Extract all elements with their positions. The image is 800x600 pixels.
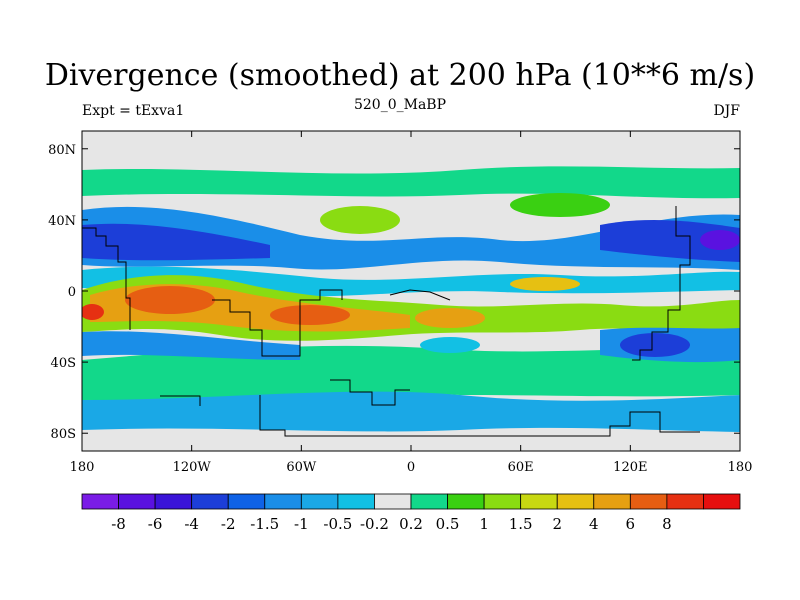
colorbar-box (666, 493, 704, 510)
colorbar-box (593, 493, 631, 510)
colorbar-label: 0.5 (436, 515, 460, 533)
continent-outlines (82, 206, 700, 437)
colorbar-label: 1 (479, 515, 489, 533)
x-tick-label: 60W (286, 460, 317, 475)
colorbar-label: -1.5 (250, 515, 279, 533)
y-tick-label: 80N (48, 143, 76, 158)
colorbar-label: 6 (626, 515, 636, 533)
colorbar-label: 8 (662, 515, 672, 533)
colorbar-box (154, 493, 193, 510)
colorbar-label: -0.2 (360, 515, 389, 533)
colorbar-box (374, 493, 412, 510)
colorbar-label: -0.5 (323, 515, 352, 533)
colorbar-box (703, 493, 741, 510)
x-tick-label: 120W (173, 460, 212, 475)
colorbar-box (447, 493, 485, 510)
x-tick-label: 0 (407, 460, 415, 475)
colorbar: -8 -6 -4 -2 -1.5 -1 -0.5 -0.2 0.2 0.5 1 1.5 2 4 6 8 (81, 493, 741, 533)
divergence-field (82, 131, 740, 451)
axis-ticks (81, 131, 741, 451)
colorbar-box (483, 493, 522, 510)
colorbar-box (227, 493, 266, 510)
colorbar-label: -4 (184, 515, 199, 533)
x-tick-label: 120E (613, 460, 647, 475)
colorbar-label: -1 (294, 515, 309, 533)
season-label: DJF (713, 103, 740, 119)
colorbar-box (118, 493, 156, 510)
colorbar-label: -2 (221, 515, 236, 533)
colorbar-box (300, 493, 339, 510)
colorbar-label: -8 (111, 515, 126, 533)
y-tick-label: 0 (68, 285, 76, 300)
colorbar-box (191, 493, 229, 510)
y-tick-label: 40S (51, 356, 76, 371)
colorbar-label: -6 (148, 515, 163, 533)
colorbar-box (556, 493, 595, 510)
colorbar-box (629, 493, 668, 510)
x-tick-label: 180 (70, 460, 95, 475)
experiment-label: Expt = tExva1 (82, 103, 185, 119)
colorbar-box (337, 493, 375, 510)
y-tick-label: 80S (51, 427, 76, 442)
colorbar-label: 4 (589, 515, 599, 533)
colorbar-label: 1.5 (509, 515, 533, 533)
colorbar-box (81, 493, 119, 510)
period-label: 520_0_MaBP (353, 97, 447, 113)
colorbar-box (520, 493, 558, 510)
colorbar-label: 0.2 (399, 515, 423, 533)
colorbar-box (264, 493, 302, 510)
colorbar-box (410, 493, 448, 510)
x-tick-label: 60E (508, 460, 534, 475)
chart-title: Divergence (smoothed) at 200 hPa (10**6 … (44, 58, 756, 93)
colorbar-label: 2 (552, 515, 562, 533)
x-tick-label: 180 (728, 460, 753, 475)
y-tick-label: 40N (48, 214, 76, 229)
